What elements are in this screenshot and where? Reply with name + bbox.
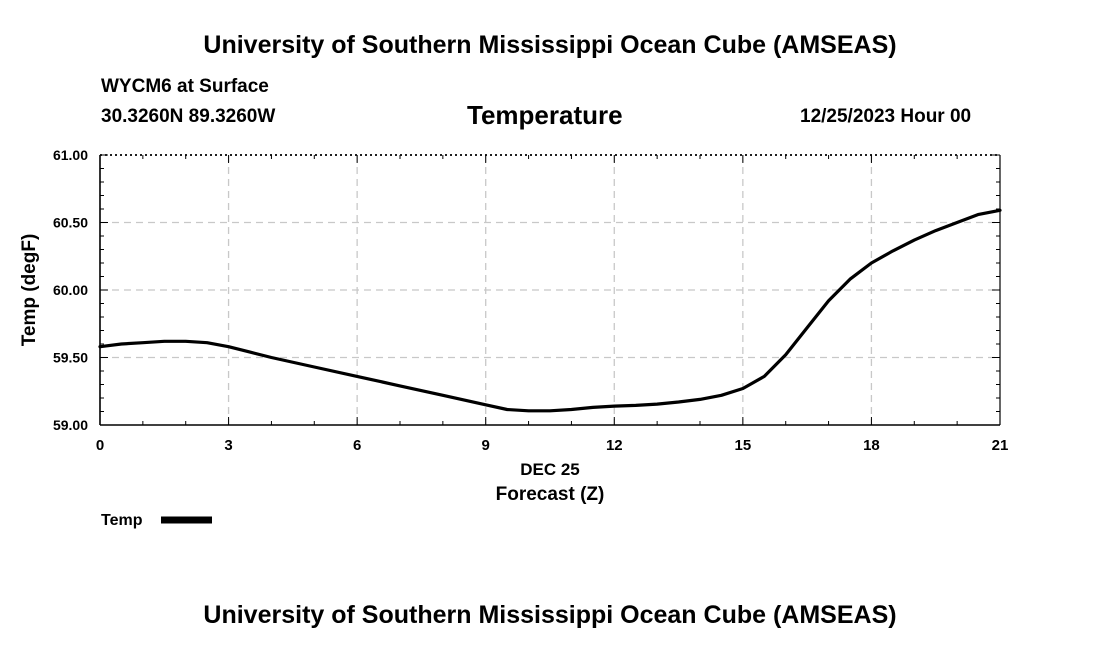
y-tick-label: 59.00 (53, 417, 88, 433)
x-axis-label: Forecast (Z) (496, 484, 605, 505)
y-tick-label: 60.50 (53, 215, 88, 231)
legend-label: Temp (101, 512, 143, 529)
axes (99, 154, 1001, 426)
x-tick-label: 9 (482, 437, 490, 454)
chart-title: Temperature (467, 100, 623, 130)
temp-series-line (98, 208, 1002, 413)
top-title: University of Southern Mississippi Ocean… (203, 31, 897, 59)
temperature-chart: 0 3 6 9 12 15 18 21 59.00 59.50 60.00 60.50 61.00 DE… (19, 147, 1008, 529)
x-tick-label: 6 (353, 437, 361, 454)
x-tick-label: 15 (735, 437, 752, 454)
series-layer (98, 208, 1002, 413)
y-tick-label: 60.00 (53, 282, 88, 298)
x-axis-date-label: DEC 25 (520, 460, 580, 479)
y-tick-label: 61.00 (53, 147, 88, 163)
station-label: WYCM6 at Surface (101, 76, 269, 97)
x-tick-label: 3 (224, 437, 232, 454)
x-tick-label: 12 (606, 437, 623, 454)
y-axis-label: Temp (degF) (19, 234, 40, 347)
legend: Temp (101, 512, 212, 529)
tick-labels: 0 3 6 9 12 15 18 21 59.00 59.50 60.00 60.50 61.00 (53, 147, 1008, 454)
y-tick-label: 59.50 (53, 350, 88, 366)
x-tick-label: 0 (96, 437, 104, 454)
datetime-label: 12/25/2023 Hour 00 (800, 106, 972, 127)
coordinates-label: 30.3260N 89.3260W (101, 106, 276, 127)
bottom-title: University of Southern Mississippi Ocean… (203, 601, 897, 629)
x-tick-label: 18 (863, 437, 880, 454)
grid-lines (100, 155, 1000, 425)
x-tick-label: 21 (992, 437, 1009, 454)
